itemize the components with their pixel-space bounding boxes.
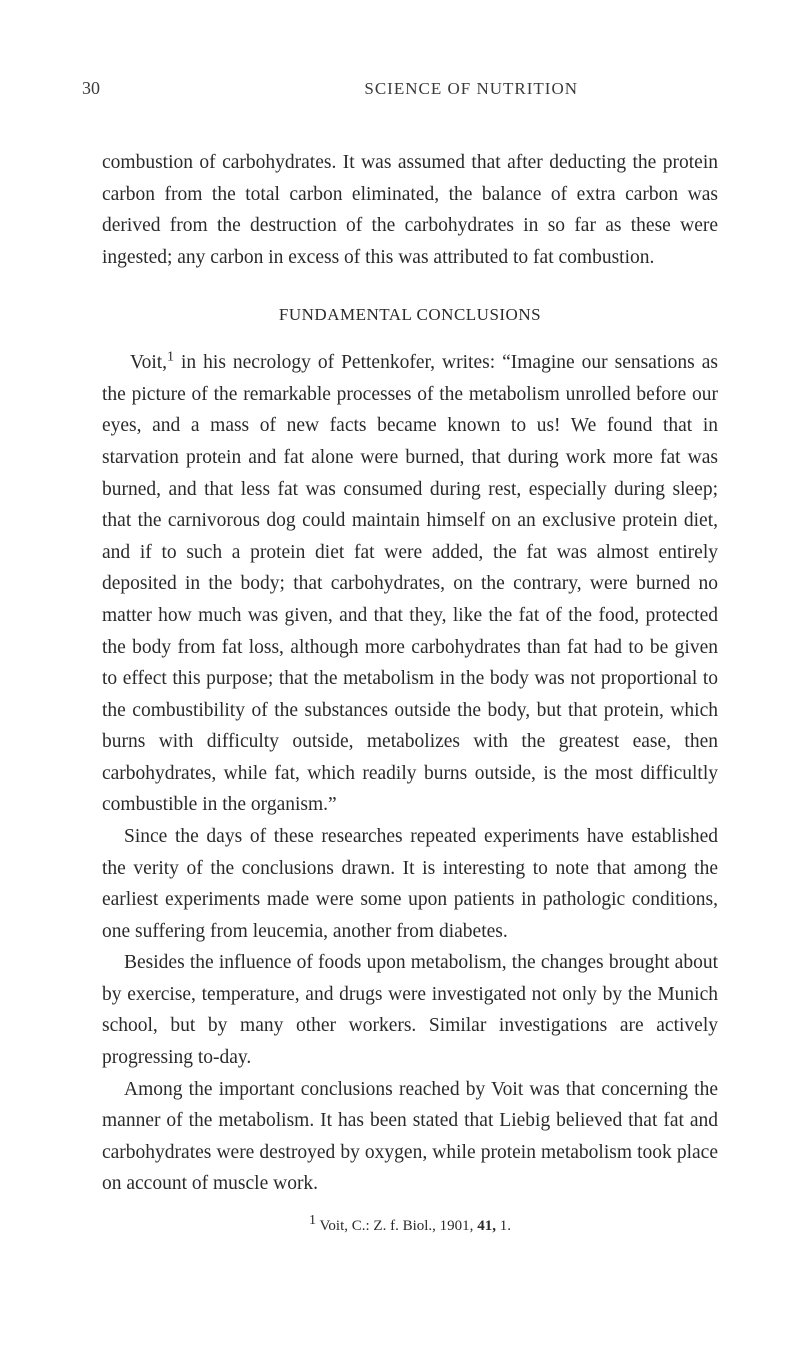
footnote-ref-1: 1 (167, 350, 174, 365)
paragraph-2: Voit,1 in his necrology of Pettenkofer, … (102, 347, 718, 821)
page-header: 30 SCIENCE OF NUTRITION (102, 78, 718, 99)
paragraph-5: Among the important conclusions reached … (102, 1074, 718, 1200)
footnote-bold: 41, (477, 1218, 496, 1234)
section-heading: FUNDAMENTAL CONCLUSIONS (102, 305, 718, 325)
footnote-number: 1 (309, 1213, 316, 1228)
running-head: SCIENCE OF NUTRITION (364, 79, 578, 99)
footnote: 1 Voit, C.: Z. f. Biol., 1901, 41, 1. (102, 1218, 718, 1235)
para2-lead: Voit, (130, 352, 167, 373)
paragraph-intro: combustion of carbohydrates. It was assu… (102, 147, 718, 273)
paragraph-4: Besides the influence of foods upon meta… (102, 947, 718, 1073)
footnote-text-before: Voit, C.: Z. f. Biol., 1901, (316, 1218, 477, 1234)
paragraph-3: Since the days of these researches repea… (102, 821, 718, 947)
page-number: 30 (82, 78, 100, 99)
footnote-text-after: 1. (496, 1218, 511, 1234)
para2-rest: in his necrology of Pettenkofer, writes:… (102, 352, 718, 815)
